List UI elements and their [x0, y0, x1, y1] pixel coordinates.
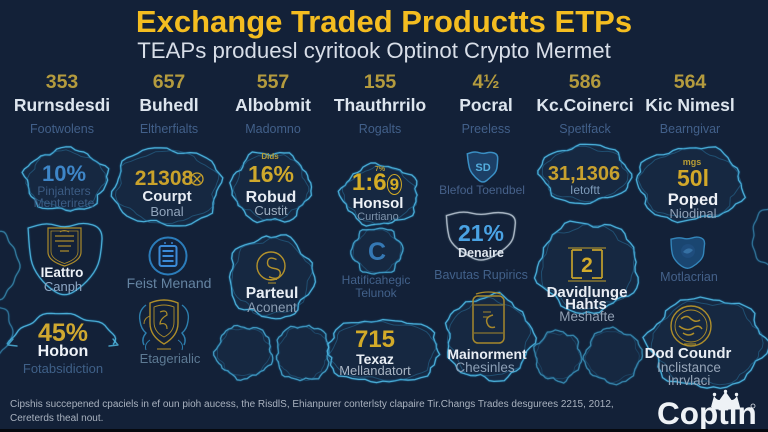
svg-text:SD: SD: [475, 162, 490, 174]
svg-text:2: 2: [581, 254, 593, 277]
svg-text:C: C: [368, 238, 386, 266]
